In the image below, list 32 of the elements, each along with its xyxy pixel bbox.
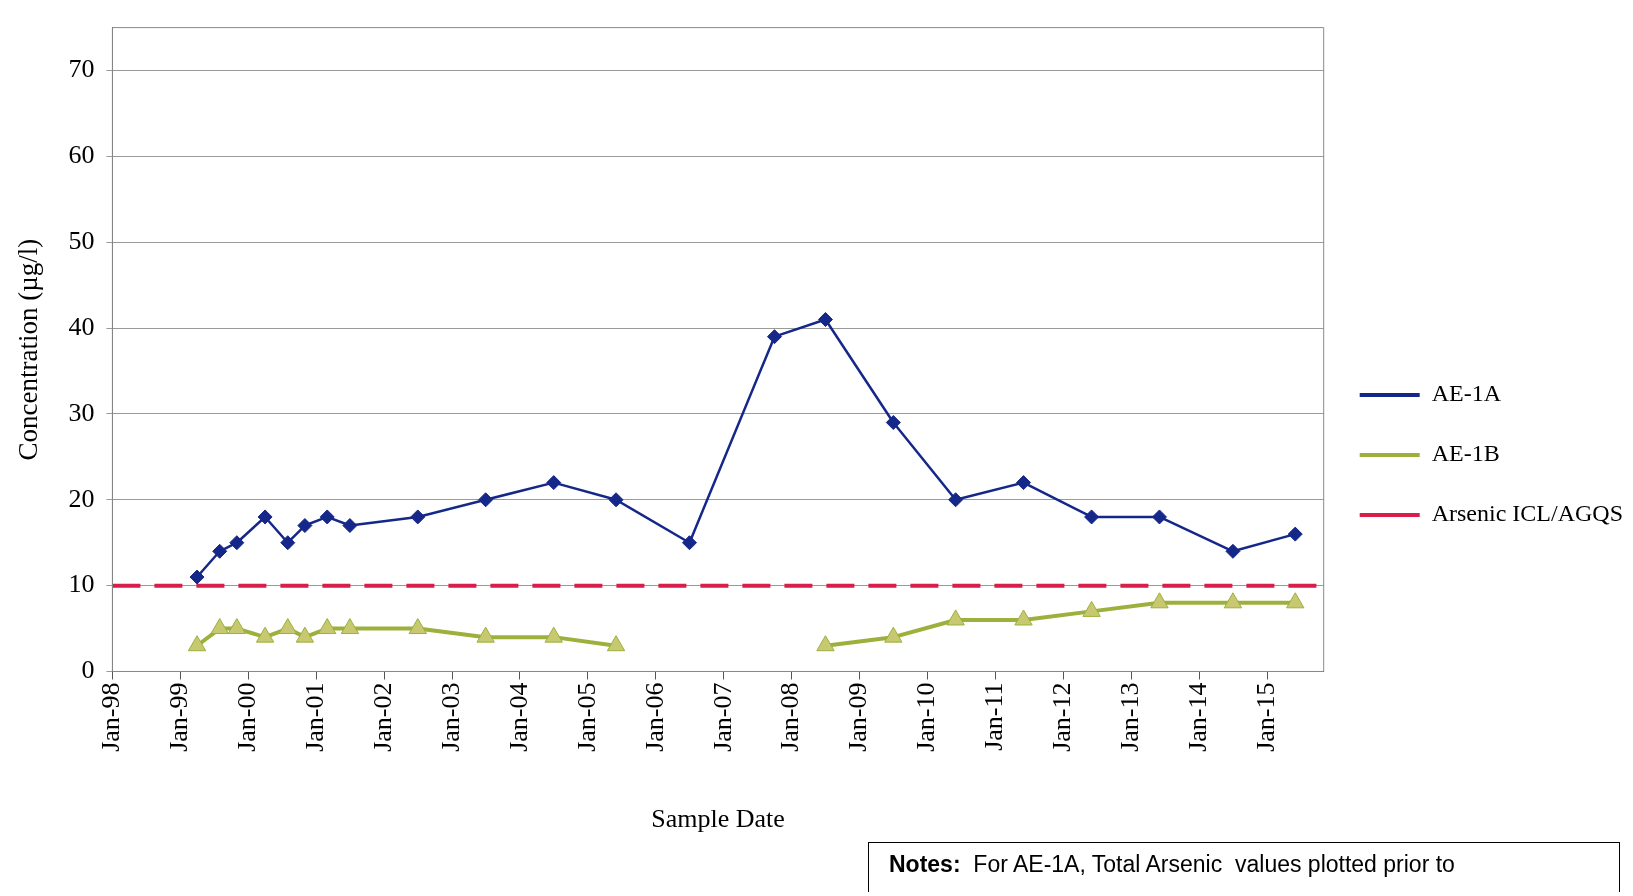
x-tick-label: Jan-99 [164, 682, 194, 752]
x-tick-label: Jan-01 [300, 682, 330, 752]
x-tick-label: Jan-05 [571, 682, 601, 752]
y-tick-label: 10 [68, 569, 95, 599]
legend-label: AE-1A [1431, 380, 1502, 407]
y-tick-label: 0 [81, 655, 95, 685]
x-tick-label: Jan-07 [707, 682, 737, 752]
x-tick-label: Jan-09 [843, 682, 873, 752]
legend-label: Arsenic ICL/AGQS [1431, 500, 1623, 527]
y-axis-title: Concentration (µg/l) [13, 238, 44, 461]
x-tick-label: Jan-13 [1115, 682, 1145, 752]
x-tick-label: Jan-08 [775, 682, 805, 752]
x-tick-label: Jan-00 [231, 682, 261, 752]
x-tick-label: Jan-12 [1047, 682, 1077, 752]
x-tick-label: Jan-15 [1250, 682, 1280, 752]
y-tick-label: 30 [68, 397, 95, 427]
y-tick-label: 40 [68, 311, 95, 341]
text: Notes: For AE-1A, Total Arsenic values plotted prior to [889, 851, 1456, 878]
x-tick-label: Jan-98 [96, 682, 126, 752]
y-tick-label: 60 [68, 140, 95, 170]
x-tick-label: Jan-10 [911, 682, 941, 752]
x-axis-title: Sample Date [651, 804, 785, 834]
y-tick-label: 20 [68, 483, 95, 513]
x-tick-label: Jan-04 [503, 682, 533, 752]
x-tick-label: Jan-06 [639, 682, 669, 752]
x-tick-label: Jan-03 [435, 682, 465, 752]
x-tick-label: Jan-11 [979, 682, 1009, 751]
y-tick-label: 70 [68, 54, 95, 84]
legend-label: AE-1B [1431, 440, 1500, 467]
x-tick-label: Jan-14 [1183, 682, 1213, 752]
y-tick-label: 50 [68, 226, 95, 256]
x-tick-label: Jan-02 [367, 682, 397, 752]
